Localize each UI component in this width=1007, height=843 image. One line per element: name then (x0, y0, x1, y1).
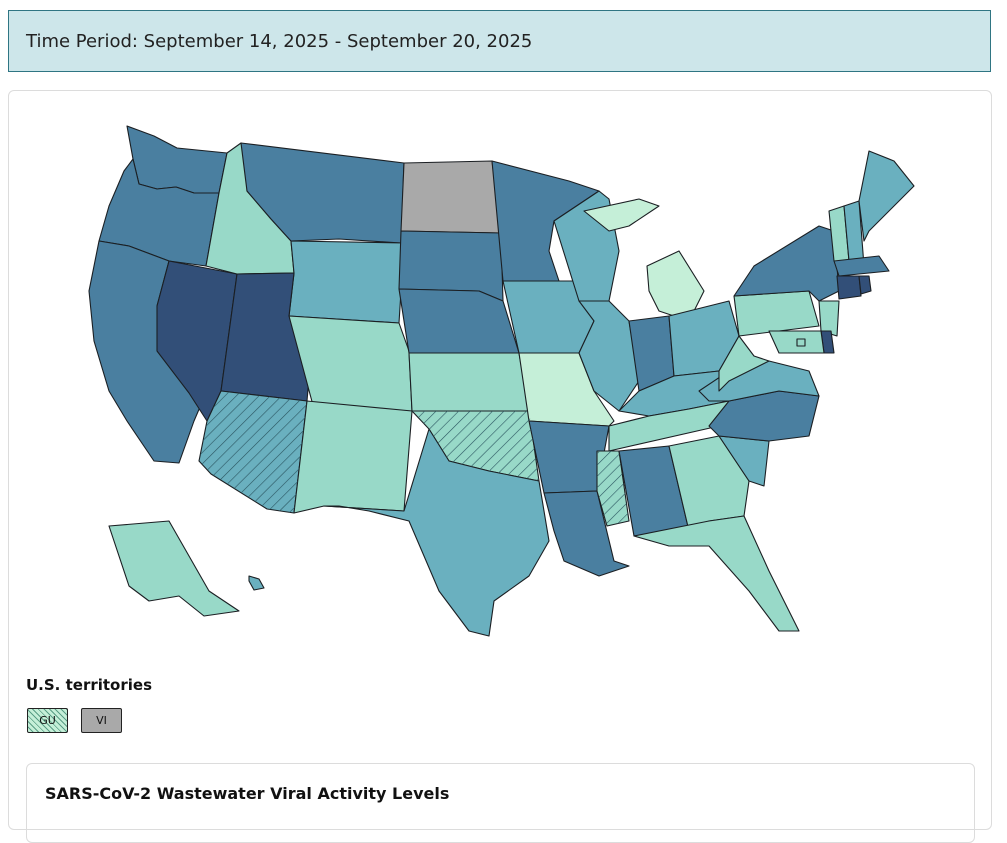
state-ne[interactable] (398, 288, 520, 354)
state-ok-hatch (412, 411, 539, 481)
us-map (88, 125, 915, 637)
state-wa[interactable] (126, 125, 228, 194)
time-period-banner: Time Period: September 14, 2025 - Septem… (8, 10, 991, 72)
state-wy[interactable] (288, 240, 405, 324)
state-nd[interactable] (400, 160, 502, 234)
state-ny[interactable] (733, 225, 840, 302)
legend-title: SARS-CoV-2 Wastewater Viral Activity Lev… (45, 784, 450, 803)
state-az-hatch (199, 391, 307, 513)
state-me[interactable] (858, 150, 915, 242)
state-ks[interactable] (408, 352, 530, 412)
state-mi[interactable] (583, 198, 660, 232)
state-nj[interactable] (818, 300, 840, 337)
legend-card: SARS-CoV-2 Wastewater Viral Activity Lev… (26, 763, 975, 843)
territory-gu-label: GU (39, 714, 56, 727)
territory-gu-button[interactable]: GU (27, 708, 68, 733)
territories-title: U.S. territories (26, 676, 152, 694)
state-dc[interactable] (796, 338, 806, 347)
state-pa[interactable] (733, 290, 820, 337)
state-fl[interactable] (633, 515, 800, 632)
state-ms-hatch (597, 451, 629, 526)
map-card: U.S. territories GU VI SARS-CoV-2 Wastew… (8, 90, 992, 843)
state-ri[interactable] (858, 275, 872, 295)
state-ak[interactable] (108, 520, 240, 617)
time-period-text: Time Period: September 14, 2025 - Septem… (26, 30, 533, 52)
state-hi[interactable] (248, 575, 265, 591)
territory-vi-button[interactable]: VI (81, 708, 122, 733)
state-nm[interactable] (293, 400, 413, 514)
state-ma[interactable] (833, 255, 890, 277)
state-ct[interactable] (836, 275, 862, 300)
territory-vi-label: VI (96, 714, 107, 727)
